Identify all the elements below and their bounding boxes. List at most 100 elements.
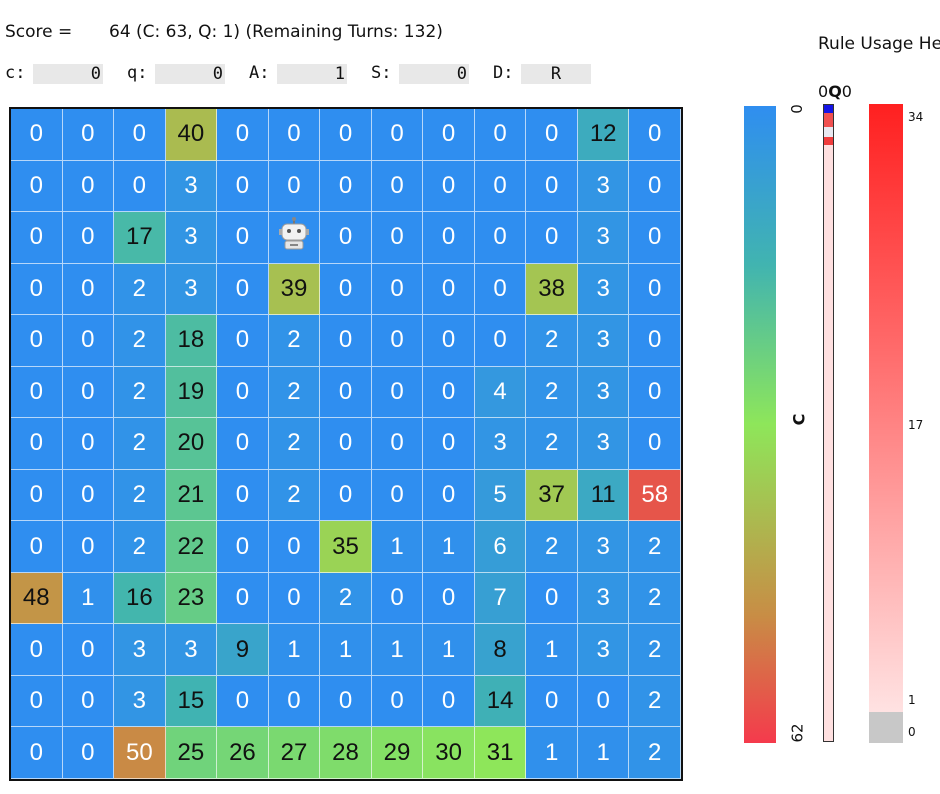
c-label: c: bbox=[5, 63, 26, 83]
cell-value: 58 bbox=[641, 481, 669, 509]
q-bar-label-mid: Q bbox=[828, 82, 842, 101]
cell-value: 1 bbox=[81, 584, 95, 612]
grid-cell: 2 bbox=[114, 263, 166, 316]
cell-value: 2 bbox=[132, 377, 147, 405]
grid-cell: 1 bbox=[526, 624, 578, 676]
cell-value: 1 bbox=[441, 635, 456, 663]
grid-cell: 2 bbox=[629, 727, 681, 779]
grid-cell: 0 bbox=[62, 521, 115, 573]
cell-value: 0 bbox=[390, 584, 404, 612]
cell-value: 0 bbox=[441, 223, 456, 251]
cell-value: 0 bbox=[81, 738, 95, 766]
cell-value: 2 bbox=[544, 377, 559, 405]
cell-value: 0 bbox=[81, 171, 95, 199]
grid-cell: 48 bbox=[11, 572, 63, 625]
grid-cell: 0 bbox=[62, 315, 115, 367]
rule-usage-bar bbox=[869, 104, 903, 712]
a-field[interactable]: 1 bbox=[277, 64, 347, 84]
grid-cell-robot bbox=[268, 212, 321, 264]
grid-cell: 19 bbox=[165, 366, 218, 419]
cell-value: 14 bbox=[486, 687, 514, 715]
grid-cell: 0 bbox=[320, 366, 372, 419]
grid-cell: 0 bbox=[217, 521, 269, 573]
grid-cell: 0 bbox=[217, 366, 269, 419]
cell-value: 1 bbox=[544, 738, 559, 766]
grid-cell: 0 bbox=[423, 212, 475, 264]
grid-cell: 0 bbox=[217, 263, 269, 316]
grid-cell: 0 bbox=[371, 263, 424, 316]
cell-value: 0 bbox=[493, 274, 507, 302]
grid-cell: 0 bbox=[320, 469, 372, 522]
cell-value: 0 bbox=[287, 584, 301, 612]
grid-cell: 0 bbox=[217, 469, 269, 522]
cell-value: 0 bbox=[235, 274, 250, 302]
grid-cell: 35 bbox=[320, 521, 372, 573]
cell-value: 0 bbox=[29, 532, 43, 560]
cell-value: 2 bbox=[132, 532, 147, 560]
cell-value: 1 bbox=[287, 635, 301, 663]
grid-cell: 1 bbox=[423, 624, 475, 676]
q-field[interactable]: 0 bbox=[155, 64, 225, 84]
cell-value: 1 bbox=[596, 738, 610, 766]
score-value: 64 (C: 63, Q: 1) (Remaining Turns: 132) bbox=[109, 22, 443, 42]
q-bar-segment bbox=[824, 105, 833, 113]
grid-cell: 0 bbox=[629, 315, 681, 367]
cell-value: 0 bbox=[648, 429, 662, 457]
cell-value: 2 bbox=[648, 532, 662, 560]
grid-cell: 0 bbox=[371, 675, 424, 728]
cell-value: 0 bbox=[132, 171, 147, 199]
grid-cell: 2 bbox=[629, 675, 681, 728]
grid-cell: 2 bbox=[268, 366, 321, 419]
grid-cell: 3 bbox=[474, 418, 527, 470]
q-bar bbox=[823, 104, 834, 742]
grid-cell: 15 bbox=[165, 675, 218, 728]
grid-cell: 0 bbox=[474, 315, 527, 367]
c-colorbar bbox=[744, 106, 776, 743]
cell-value: 0 bbox=[493, 171, 507, 199]
cell-value: 28 bbox=[332, 738, 359, 766]
s-field[interactable]: 0 bbox=[399, 64, 469, 84]
grid-cell: 0 bbox=[62, 727, 115, 779]
grid-cell: 0 bbox=[423, 366, 475, 419]
grid-cell: 0 bbox=[320, 160, 372, 213]
cell-value: 23 bbox=[177, 584, 205, 612]
cell-value: 26 bbox=[229, 738, 256, 766]
cell-value: 0 bbox=[493, 120, 507, 148]
rule-tick: 17 bbox=[908, 418, 924, 432]
q-bar-segment bbox=[824, 137, 833, 145]
cell-value: 0 bbox=[338, 481, 353, 509]
grid-cell: 0 bbox=[11, 521, 63, 573]
cell-value: 39 bbox=[280, 274, 308, 302]
cell-value: 0 bbox=[29, 223, 43, 251]
grid-cell: 0 bbox=[268, 160, 321, 213]
grid-cell: 29 bbox=[371, 727, 424, 779]
d-field[interactable]: R bbox=[521, 64, 591, 84]
grid-cell: 0 bbox=[62, 418, 115, 470]
cell-value: 2 bbox=[287, 481, 301, 509]
cell-value: 3 bbox=[596, 532, 610, 560]
grid-cell: 2 bbox=[629, 572, 681, 625]
grid-cell: 0 bbox=[217, 675, 269, 728]
rule-usage-zero-segment bbox=[869, 712, 903, 743]
cell-value: 0 bbox=[287, 687, 301, 715]
grid-cell: 2 bbox=[114, 469, 166, 522]
grid-cell: 3 bbox=[165, 624, 218, 676]
cell-value: 0 bbox=[29, 429, 43, 457]
grid-cell: 0 bbox=[268, 675, 321, 728]
grid-cell: 2 bbox=[526, 315, 578, 367]
grid-cell: 11 bbox=[577, 469, 630, 522]
grid-cell: 0 bbox=[423, 263, 475, 316]
cell-value: 0 bbox=[338, 120, 353, 148]
cell-value: 3 bbox=[493, 429, 507, 457]
cell-value: 0 bbox=[235, 120, 250, 148]
cell-value: 0 bbox=[29, 274, 43, 302]
q-bar-segment bbox=[824, 113, 833, 127]
grid-cell: 0 bbox=[217, 572, 269, 625]
cell-value: 0 bbox=[29, 738, 43, 766]
grid-cell: 0 bbox=[268, 521, 321, 573]
c-field[interactable]: 0 bbox=[33, 64, 103, 84]
grid-cell: 0 bbox=[62, 212, 115, 264]
grid-cell: 0 bbox=[11, 212, 63, 264]
cell-value: 0 bbox=[235, 326, 250, 354]
q-label: q: bbox=[127, 63, 148, 83]
